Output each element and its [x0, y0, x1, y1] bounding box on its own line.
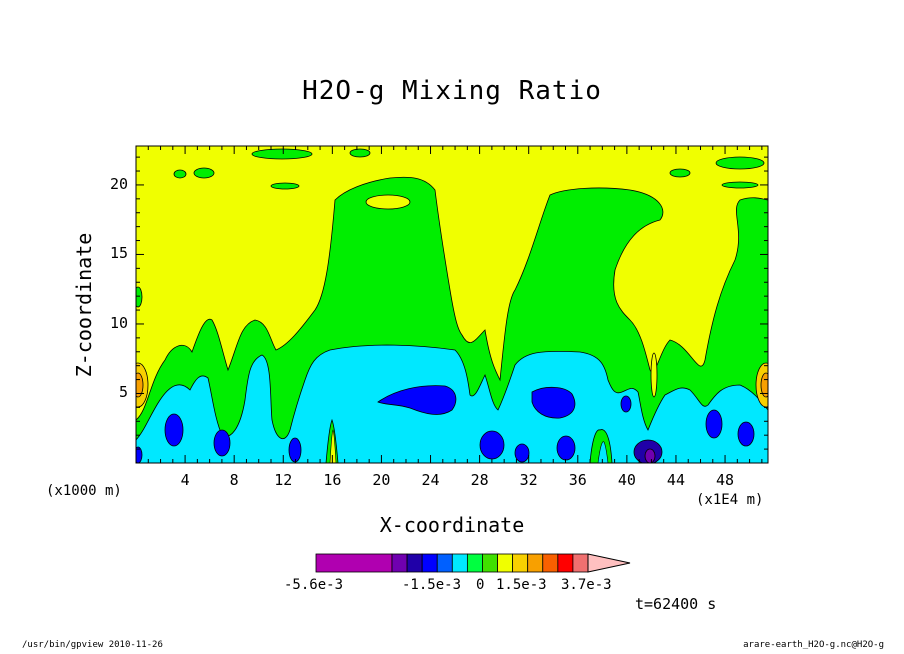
x-tick-label: 44	[666, 471, 685, 489]
contour-blue-blob	[479, 430, 505, 460]
contour-green-blob	[173, 169, 187, 179]
contour-blue-blob	[556, 435, 576, 461]
colorbar-label: -1.5e-3	[402, 577, 462, 593]
colorbar-swatch	[406, 553, 423, 573]
contour-blue-blob	[288, 437, 302, 463]
colorbar-label: 0	[476, 577, 485, 593]
x-tick-label: 32	[519, 471, 538, 489]
colorbar-swatch	[557, 553, 574, 573]
contour-blue-blob	[213, 429, 231, 457]
x-tick-label: 8	[229, 471, 239, 489]
contour-green-blob	[270, 182, 300, 190]
contour-blue-blob	[377, 385, 457, 415]
colorbar-swatch	[466, 553, 483, 573]
colorbar-swatch	[315, 553, 393, 573]
contour-blue-blob	[164, 413, 184, 447]
contour-blue-blob	[705, 409, 723, 439]
x-axis-label: X-coordinate	[379, 513, 525, 537]
contour-spike	[329, 429, 337, 463]
contour-yellow-hole	[365, 194, 411, 210]
contour-green-blob	[193, 167, 215, 179]
contour-yellow-sliver	[650, 352, 658, 398]
colorbar-swatch	[497, 553, 514, 573]
contour-blue-blob	[737, 421, 755, 447]
x-tick-label: 40	[617, 471, 636, 489]
x-tick-label: 20	[372, 471, 391, 489]
colorbar-swatch	[482, 553, 498, 573]
colorbar-label: 3.7e-3	[561, 577, 612, 593]
contour-green-blob	[715, 156, 765, 170]
contour-orange-edge	[760, 372, 768, 398]
colorbar-swatch	[527, 553, 544, 573]
contour-blue-blob	[136, 446, 143, 463]
colorbar-label: -5.6e-3	[284, 577, 344, 593]
colorbar-swatch	[542, 553, 559, 573]
colorbar-swatch	[391, 553, 408, 573]
contour-green-blob	[136, 286, 143, 308]
colorbar-arrow	[587, 553, 631, 573]
contour-green-blob	[251, 148, 313, 160]
x-tick-label: 28	[470, 471, 489, 489]
chart-title: H2O-g Mixing Ratio	[302, 76, 602, 106]
colorbar-swatch	[421, 553, 438, 573]
y-tick-label: 5	[118, 383, 128, 402]
x-unit-left: (x1000 m)	[46, 483, 122, 499]
colorbar-swatch	[451, 553, 468, 573]
colorbar-swatch	[512, 553, 529, 573]
colorbar-swatch	[572, 553, 589, 573]
colorbar-swatch	[436, 553, 453, 573]
x-unit-right: (x1E4 m)	[696, 492, 764, 508]
contour-green-blob	[669, 168, 691, 178]
footer-right: arare-earth_H2O-g.nc@H2O-g	[743, 640, 884, 650]
contour-blue-blob	[531, 386, 576, 419]
contour-spike	[597, 441, 609, 463]
y-tick-label: 10	[109, 313, 128, 332]
x-tick-label: 4	[180, 471, 190, 489]
colorbar-label: 1.5e-3	[496, 577, 547, 593]
timestamp: t=62400 s	[635, 595, 717, 613]
contour-orange-edge	[136, 372, 144, 398]
contour-green-blob	[721, 181, 759, 189]
contour-blue-blob	[620, 395, 632, 413]
colorbar	[315, 553, 631, 573]
contour-purple-core	[644, 448, 656, 463]
x-tick-label: 36	[568, 471, 587, 489]
y-tick-label: 20	[109, 174, 128, 193]
contour-green-blob	[349, 148, 371, 158]
x-tick-label: 12	[274, 471, 293, 489]
plot-frame	[135, 145, 769, 464]
contour-blue-blob	[514, 443, 530, 463]
x-tick-label: 48	[716, 471, 735, 489]
axis-ticks	[136, 146, 768, 463]
x-tick-label: 24	[421, 471, 440, 489]
footer-left: /usr/bin/gpview 2010-11-26	[22, 640, 163, 650]
y-tick-label: 15	[109, 244, 128, 263]
contour-field	[136, 146, 768, 463]
x-tick-label: 16	[323, 471, 342, 489]
